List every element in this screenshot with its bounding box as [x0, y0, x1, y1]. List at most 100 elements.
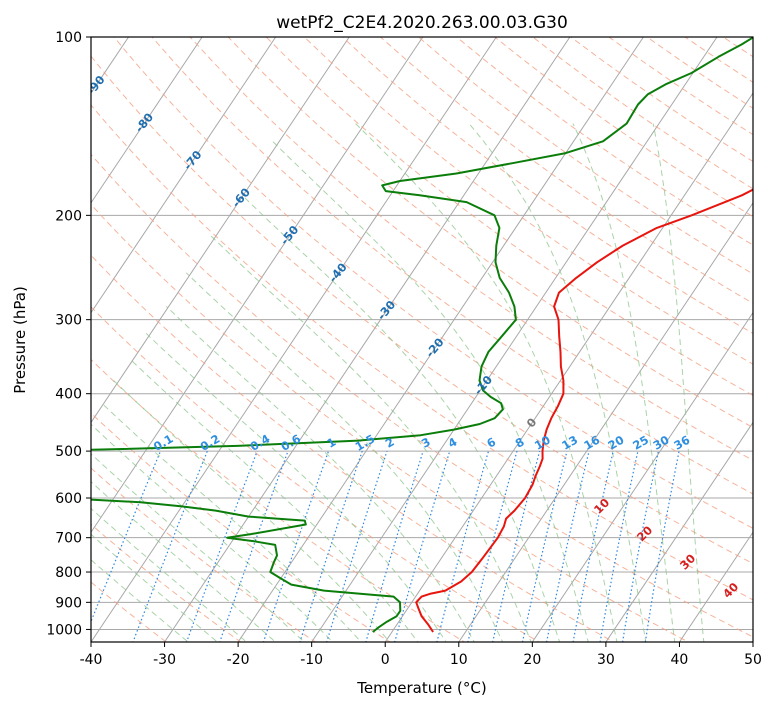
mixing-ratio-label: 25 — [630, 433, 651, 453]
moist-adiabat-line — [91, 533, 219, 642]
isopleth-labels: -100-90-80-70-60-50-40-30-20-1000.1 0.2 0.… — [84, 73, 741, 601]
mixing-ratio-line — [436, 450, 490, 642]
mixing-ratio-label: 36 — [671, 433, 692, 453]
moist-adiabat-line — [208, 233, 532, 642]
moist-adiabat-label: 30 — [677, 551, 698, 572]
dry-adiabat-label: -70 — [181, 148, 205, 173]
y-tick-label: 200 — [55, 208, 82, 224]
mixing-ratio-line — [644, 450, 680, 642]
temperature-profile — [415, 188, 753, 633]
plot-frame — [90, 36, 754, 643]
isotherm-line — [311, 37, 718, 642]
moist-adiabat-label: 20 — [634, 523, 655, 544]
dry-adiabat-label: 0 — [524, 415, 540, 430]
dry-adiabat-line — [455, 37, 753, 246]
isotherm-line — [458, 201, 753, 642]
dry-adiabat-line — [758, 10, 775, 654]
mixing-ratio-line — [299, 450, 363, 642]
mixing-ratio-line — [521, 450, 568, 642]
mixing-ratio-label: 0.4 — [248, 432, 273, 454]
dewpoint-profile — [91, 37, 753, 633]
moist-adiabat-line — [129, 358, 419, 642]
y-tick-label: 300 — [55, 313, 82, 329]
mixing-ratio-label: 10 — [532, 433, 553, 453]
y-tick-label: 400 — [55, 387, 82, 403]
x-tick-label: 30 — [597, 652, 615, 668]
dry-adiabat-line — [151, 37, 753, 495]
moist-adiabat-line — [272, 140, 589, 642]
moist-adiabat-line — [166, 306, 475, 642]
mixing-ratio-line — [394, 450, 451, 642]
mixing-ratio-line — [91, 450, 162, 624]
x-tick-label: -20 — [227, 652, 250, 668]
mixing-ratio-line — [262, 450, 330, 642]
sounding-series — [91, 37, 753, 633]
isotherm-line — [605, 421, 753, 642]
mixing-ratio-label: 20 — [606, 433, 627, 453]
mixing-ratio-line — [599, 450, 639, 642]
isotherm-line — [679, 531, 753, 642]
dry-adiabat-line — [91, 153, 753, 638]
dry-adiabat-line — [91, 412, 391, 642]
mixing-ratio-label: 0.2 — [198, 432, 223, 454]
moist-adiabat-line — [241, 194, 561, 642]
y-tick-label: 500 — [55, 444, 82, 460]
dry-adiabat-line — [91, 254, 615, 642]
moist-adiabat-line — [91, 481, 277, 642]
mixing-ratio-label: 30 — [651, 433, 672, 453]
isotherm-line — [91, 37, 424, 534]
mixing-ratio-line — [132, 450, 208, 642]
moist-adiabat-label: 40 — [720, 580, 741, 601]
dry-adiabat-label: -50 — [277, 223, 301, 248]
y-tick-label: 900 — [55, 595, 82, 611]
dry-adiabat-line — [189, 37, 753, 461]
y-axis-title: Pressure (hPa) — [11, 286, 29, 394]
mixing-ratio-label: 1 — [324, 435, 338, 451]
moist-adiabat-line — [113, 380, 391, 642]
mixing-ratio-label: 16 — [581, 433, 602, 453]
mixing-ratio-line — [492, 450, 541, 642]
mixing-ratio-line — [545, 450, 590, 642]
x-tick-label: 20 — [523, 652, 541, 668]
isotherm-line — [164, 37, 571, 642]
mixing-ratio-line — [467, 450, 518, 642]
moist-adiabat-line — [144, 331, 447, 642]
moist-adiabat-line — [652, 123, 705, 642]
isotherm-line — [752, 641, 753, 642]
y-tick-label: 1000 — [46, 622, 82, 638]
isotherm-line — [384, 92, 753, 642]
moist-adiabat-line — [91, 507, 248, 642]
isotherm-line — [91, 37, 277, 314]
y-tick-label: 600 — [55, 491, 82, 507]
mixing-ratio-label: 4 — [445, 435, 459, 451]
y-tick-label: 700 — [55, 531, 82, 547]
x-tick-label: 40 — [671, 652, 689, 668]
dry-adiabat-label: -60 — [229, 185, 253, 210]
x-tick-label: 0 — [381, 652, 390, 668]
isotherm-line — [531, 311, 753, 642]
mixing-ratio-line — [621, 450, 659, 642]
moist-adiabat-line — [572, 123, 676, 642]
mixing-ratio-label: 0.1 — [151, 432, 176, 454]
mixing-ratio-label: 13 — [559, 433, 580, 453]
dry-adiabat-line — [91, 467, 317, 642]
isotherm-line — [237, 37, 644, 642]
dry-adiabat-label: -30 — [374, 298, 398, 323]
dry-adiabat-line — [379, 37, 753, 304]
dry-adiabat-line — [722, 37, 753, 58]
dry-adiabat-line — [91, 358, 466, 642]
mixing-ratio-label: 6 — [484, 435, 498, 451]
x-axis-title: Temperature (°C) — [356, 679, 486, 697]
dry-adiabat-line — [569, 37, 753, 163]
mixing-ratio-line — [185, 450, 258, 642]
moist-adiabat-line — [185, 272, 504, 642]
y-axis-ticks: 100 200 300 400 500 600 700 800 900 1000 — [46, 30, 91, 638]
x-tick-label: -10 — [300, 652, 323, 668]
dry-adiabat-label: -90 — [84, 73, 108, 98]
dry-adiabat-label: -80 — [132, 110, 156, 135]
dry-adiabat-line — [721, 10, 775, 654]
mixing-ratio-label: 0.6 — [278, 432, 303, 454]
dry-adiabat-line — [341, 37, 753, 334]
y-tick-label: 100 — [55, 30, 82, 46]
